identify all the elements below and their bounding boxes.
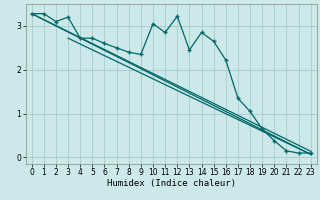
X-axis label: Humidex (Indice chaleur): Humidex (Indice chaleur) <box>107 179 236 188</box>
